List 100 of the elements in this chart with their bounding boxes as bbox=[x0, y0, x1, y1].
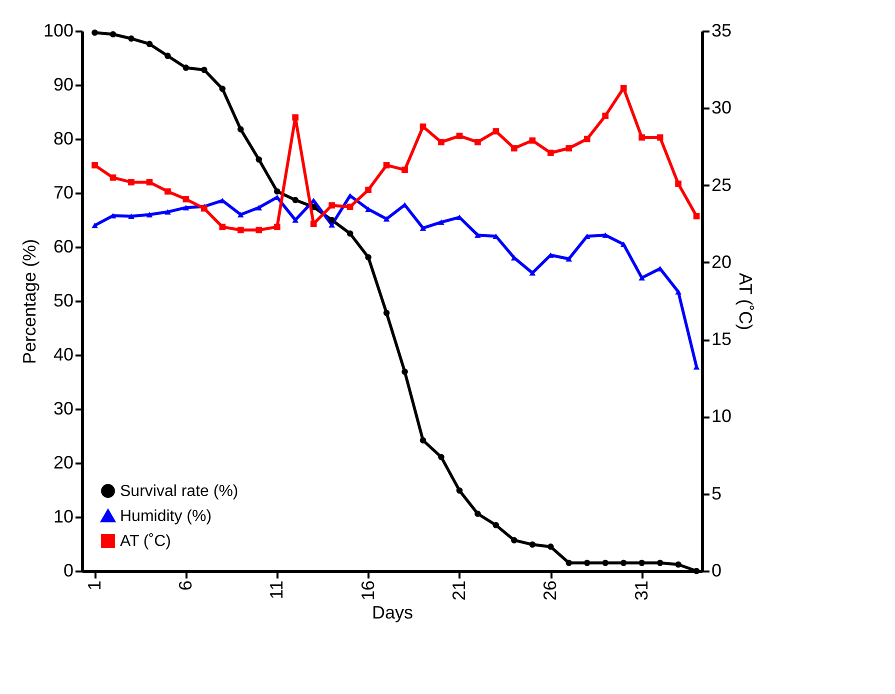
y-tick-label: 60 bbox=[53, 236, 74, 256]
y-tick-label: 30 bbox=[53, 398, 74, 418]
point bbox=[529, 137, 536, 144]
y2-tick-label: 10 bbox=[712, 406, 732, 426]
x-tick-label: 1 bbox=[84, 580, 104, 591]
point bbox=[346, 204, 354, 210]
point bbox=[420, 225, 426, 231]
point bbox=[602, 112, 609, 120]
point bbox=[292, 196, 299, 204]
x-tick-label: 26 bbox=[540, 580, 560, 601]
point bbox=[128, 213, 134, 219]
point bbox=[456, 487, 463, 494]
point bbox=[566, 145, 572, 152]
point bbox=[620, 560, 627, 566]
point bbox=[110, 174, 116, 181]
point bbox=[529, 541, 536, 548]
y2-tick-label: 30 bbox=[712, 98, 732, 118]
y2-axis-title: AT (˚C) bbox=[736, 272, 756, 330]
point bbox=[328, 216, 335, 224]
y-tick-label: 90 bbox=[53, 74, 74, 94]
legend-label: Survival rate (%) bbox=[120, 483, 238, 500]
point bbox=[292, 217, 299, 223]
point bbox=[438, 454, 444, 460]
point bbox=[492, 128, 500, 134]
point bbox=[182, 204, 190, 210]
point bbox=[693, 212, 700, 220]
y-axis-title: Percentage (%) bbox=[19, 238, 40, 364]
point bbox=[474, 232, 481, 238]
point bbox=[164, 188, 171, 195]
point bbox=[675, 180, 682, 187]
y2-tick-label: 0 bbox=[712, 560, 722, 580]
point bbox=[256, 226, 262, 234]
point bbox=[529, 270, 536, 276]
point bbox=[237, 226, 244, 234]
point bbox=[92, 162, 98, 168]
point bbox=[146, 40, 153, 48]
point bbox=[383, 162, 390, 168]
point bbox=[182, 64, 190, 71]
y2-tick-label: 35 bbox=[712, 20, 732, 40]
point bbox=[201, 66, 208, 74]
point bbox=[146, 179, 153, 186]
point bbox=[547, 150, 554, 156]
point bbox=[92, 29, 98, 36]
point bbox=[675, 289, 682, 295]
y-tick-label: 80 bbox=[53, 128, 74, 148]
point bbox=[256, 204, 262, 210]
y2-tick-label: 15 bbox=[712, 329, 732, 350]
point bbox=[656, 560, 664, 566]
y-tick-label: 10 bbox=[53, 506, 74, 526]
point bbox=[274, 188, 280, 195]
y2-tick-label: 5 bbox=[712, 483, 722, 504]
point bbox=[92, 222, 98, 228]
y-tick-label: 40 bbox=[53, 344, 74, 364]
y-tick-label: 50 bbox=[53, 290, 74, 310]
x-tick-label: 31 bbox=[631, 580, 652, 601]
point bbox=[146, 212, 153, 218]
point bbox=[675, 561, 682, 568]
y-tick-label: 70 bbox=[53, 182, 74, 202]
point bbox=[474, 510, 481, 517]
point bbox=[346, 230, 354, 237]
point bbox=[620, 84, 627, 92]
point bbox=[456, 132, 463, 140]
point bbox=[383, 216, 390, 222]
point bbox=[328, 202, 335, 209]
y2-tick-label: 25 bbox=[712, 174, 732, 195]
point bbox=[182, 196, 190, 202]
y2-tick-label: 20 bbox=[712, 252, 732, 272]
x-tick-label: 11 bbox=[266, 580, 287, 600]
point bbox=[511, 145, 518, 152]
point bbox=[420, 437, 426, 444]
point bbox=[256, 156, 262, 163]
point bbox=[237, 212, 244, 218]
point bbox=[693, 568, 700, 574]
legend-label: AT (˚C) bbox=[120, 533, 171, 550]
point bbox=[164, 209, 171, 215]
legend-label: Humidity (%) bbox=[120, 508, 212, 525]
point bbox=[566, 560, 572, 566]
point bbox=[638, 134, 645, 141]
y-tick-label: 0 bbox=[63, 560, 74, 580]
point bbox=[602, 560, 609, 566]
point bbox=[274, 224, 280, 230]
point bbox=[638, 275, 645, 281]
y-tick-label: 100 bbox=[43, 20, 74, 40]
point bbox=[219, 86, 226, 92]
point bbox=[110, 31, 116, 38]
point bbox=[638, 560, 645, 566]
x-tick-label: 16 bbox=[358, 580, 378, 601]
point bbox=[566, 256, 572, 262]
x-tick-label: 6 bbox=[175, 580, 196, 591]
point bbox=[310, 220, 317, 228]
point bbox=[219, 224, 226, 230]
point bbox=[292, 114, 299, 121]
point bbox=[584, 560, 590, 566]
point bbox=[237, 126, 244, 132]
point bbox=[164, 52, 171, 59]
point bbox=[547, 544, 554, 550]
y-tick-label: 20 bbox=[53, 452, 74, 472]
point bbox=[492, 522, 500, 528]
point bbox=[402, 368, 408, 375]
point bbox=[620, 242, 627, 248]
